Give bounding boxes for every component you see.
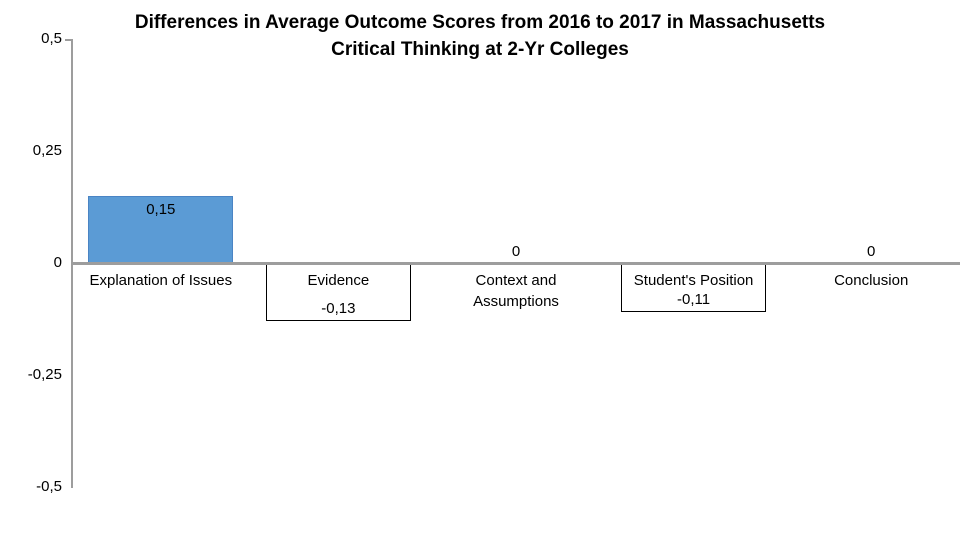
category-label: Student's Position — [633, 272, 754, 289]
category-label: Explanation of Issues — [89, 272, 233, 289]
value-label: -0,11 — [677, 291, 711, 309]
chart-title: Differences in Average Outcome Scores fr… — [0, 9, 960, 63]
y-axis-tick-label: -0,5 — [36, 478, 62, 495]
y-axis-tick-label: -0,25 — [27, 366, 62, 383]
x-axis-line — [72, 262, 960, 265]
value-label: 0,15 — [146, 200, 176, 218]
y-axis-tick-label: 0,25 — [32, 142, 62, 159]
category-label: Context and Assumptions — [473, 272, 559, 310]
chart-title-line1: Differences in Average Outcome Scores fr… — [134, 12, 826, 33]
value-label: 0 — [511, 243, 521, 260]
category-label: Evidence — [307, 272, 370, 289]
y-axis-tick — [65, 39, 72, 41]
chart-title-line2: Critical Thinking at 2-Yr Colleges — [331, 39, 629, 60]
value-label: 0 — [867, 243, 876, 260]
bar — [88, 195, 234, 263]
y-axis-tick-label: 0 — [53, 254, 62, 271]
y-axis-tick-label: 0,5 — [41, 30, 62, 47]
value-label: -0,13 — [321, 300, 356, 318]
category-label: Conclusion — [834, 272, 909, 289]
